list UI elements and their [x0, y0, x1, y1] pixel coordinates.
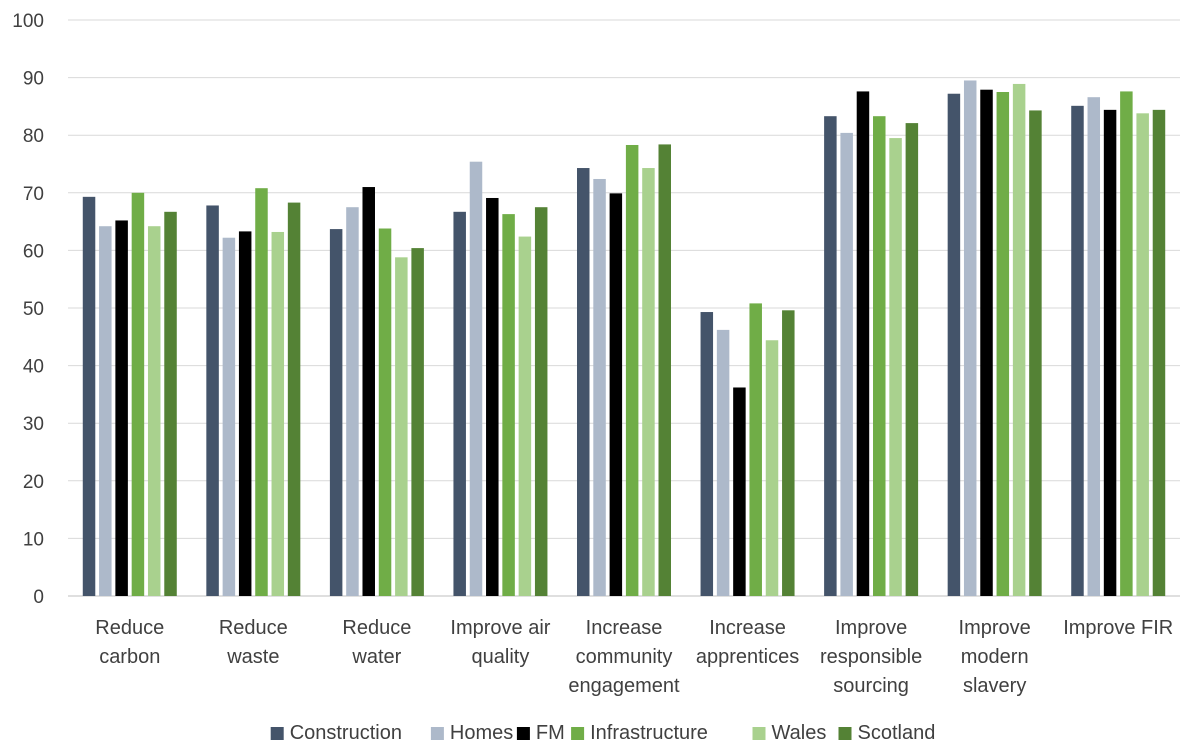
y-tick-label: 30 — [23, 414, 44, 435]
bar-infrastructure-5 — [749, 303, 762, 596]
bar-fm-6 — [856, 91, 870, 596]
bar-infrastructure-4 — [625, 144, 639, 596]
bar-scotland-5 — [782, 310, 795, 596]
bar-construction-1 — [206, 205, 219, 597]
legend-swatch-wales — [752, 727, 766, 740]
bar-wales-6 — [889, 138, 902, 596]
legend-label-scotland: Scotland — [858, 722, 936, 744]
x-tick-label: Improve air quality — [450, 617, 550, 668]
bar-infrastructure-7 — [996, 92, 1010, 596]
bar-homes-4 — [593, 178, 606, 596]
legend-swatch-homes — [430, 727, 444, 740]
bar-construction-8 — [1071, 105, 1084, 596]
x-tick-label: Improve FIR — [1063, 617, 1173, 639]
y-tick-label: 70 — [23, 184, 44, 205]
bar-scotland-3 — [534, 207, 548, 596]
bar-construction-4 — [577, 168, 590, 597]
bar-wales-5 — [765, 340, 779, 596]
y-axis-ticks: 0 10 20 30 40 50 60 70 80 90 100 — [12, 11, 44, 608]
bar-homes-3 — [469, 161, 483, 597]
y-tick-label: 100 — [12, 11, 44, 32]
legend: Construction Homes FM Infrastructure Wales Sc… — [270, 722, 936, 744]
x-tick-label: Improve modern slavery — [959, 617, 1031, 697]
bar-scotland-2 — [411, 248, 424, 596]
bar-infrastructure-8 — [1120, 91, 1133, 596]
legend-label-wales: Wales — [772, 722, 827, 744]
bar-scotland-6 — [905, 123, 919, 596]
bar-wales-4 — [642, 168, 655, 597]
x-axis-ticks: Reduce carbon Reduce waste Reduce water Improv… — [95, 617, 1173, 697]
x-tick-label: Increase community engagement — [568, 617, 680, 697]
bar-construction-5 — [700, 312, 714, 596]
bar-infrastructure-2 — [378, 228, 392, 596]
bar-construction-0 — [82, 196, 96, 596]
bar-fm-5 — [733, 387, 746, 596]
bar-homes-0 — [99, 226, 112, 596]
bar-scotland-8 — [1152, 109, 1166, 596]
bar-construction-7 — [947, 93, 961, 596]
legend-label-construction: Construction — [290, 722, 402, 744]
bar-fm-0 — [115, 220, 128, 596]
y-tick-label: 80 — [23, 126, 44, 147]
y-tick-label: 90 — [23, 69, 44, 90]
legend-swatch-infrastructure — [571, 727, 585, 740]
bar-fm-3 — [486, 197, 499, 596]
bar-construction-6 — [824, 116, 837, 596]
bar-homes-1 — [222, 237, 236, 596]
bar-construction-3 — [453, 211, 466, 597]
x-tick-label: Reduce water — [342, 617, 411, 668]
bar-scotland-0 — [164, 211, 177, 597]
bar-wales-2 — [395, 257, 408, 596]
y-tick-label: 20 — [23, 472, 44, 493]
y-tick-label: 50 — [23, 299, 44, 320]
legend-swatch-construction — [270, 727, 284, 740]
bar-scotland-7 — [1029, 110, 1042, 596]
bar-infrastructure-1 — [255, 188, 268, 596]
bars — [82, 80, 1166, 597]
bar-infrastructure-6 — [873, 116, 886, 596]
y-tick-label: 60 — [23, 241, 44, 262]
gridlines — [68, 19, 1180, 597]
bar-scotland-4 — [658, 144, 671, 596]
bar-homes-5 — [716, 329, 730, 596]
bar-construction-2 — [329, 229, 343, 596]
bar-infrastructure-0 — [131, 192, 145, 597]
bar-fm-4 — [609, 193, 623, 596]
legend-label-homes: Homes — [450, 722, 513, 744]
bar-wales-3 — [518, 236, 532, 597]
x-tick-label: Improve responsible sourcing — [820, 617, 922, 697]
bar-homes-6 — [840, 132, 853, 596]
legend-swatch-fm — [516, 727, 530, 740]
bar-wales-0 — [147, 226, 161, 596]
bar-fm-7 — [980, 89, 993, 597]
bar-fm-1 — [238, 231, 252, 596]
legend-label-infrastructure: Infrastructure — [590, 722, 708, 744]
legend-swatch-scotland — [838, 727, 852, 740]
bar-wales-7 — [1012, 83, 1026, 597]
y-tick-label: 0 — [33, 587, 44, 608]
bar-infrastructure-3 — [502, 214, 515, 596]
bar-homes-2 — [346, 207, 359, 596]
bar-homes-7 — [963, 80, 977, 597]
x-tick-label: Increase apprentices — [696, 617, 799, 668]
bar-fm-8 — [1103, 109, 1117, 596]
bar-wales-8 — [1136, 113, 1149, 596]
bar-fm-2 — [362, 187, 375, 597]
x-tick-label: Reduce waste — [219, 617, 288, 668]
bar-homes-8 — [1087, 97, 1101, 597]
y-tick-label: 40 — [23, 357, 44, 378]
bar-scotland-1 — [287, 202, 301, 597]
legend-label-fm: FM — [536, 722, 565, 744]
x-tick-label: Reduce carbon — [95, 617, 164, 668]
y-tick-label: 10 — [23, 529, 44, 550]
bar-wales-1 — [271, 231, 285, 596]
